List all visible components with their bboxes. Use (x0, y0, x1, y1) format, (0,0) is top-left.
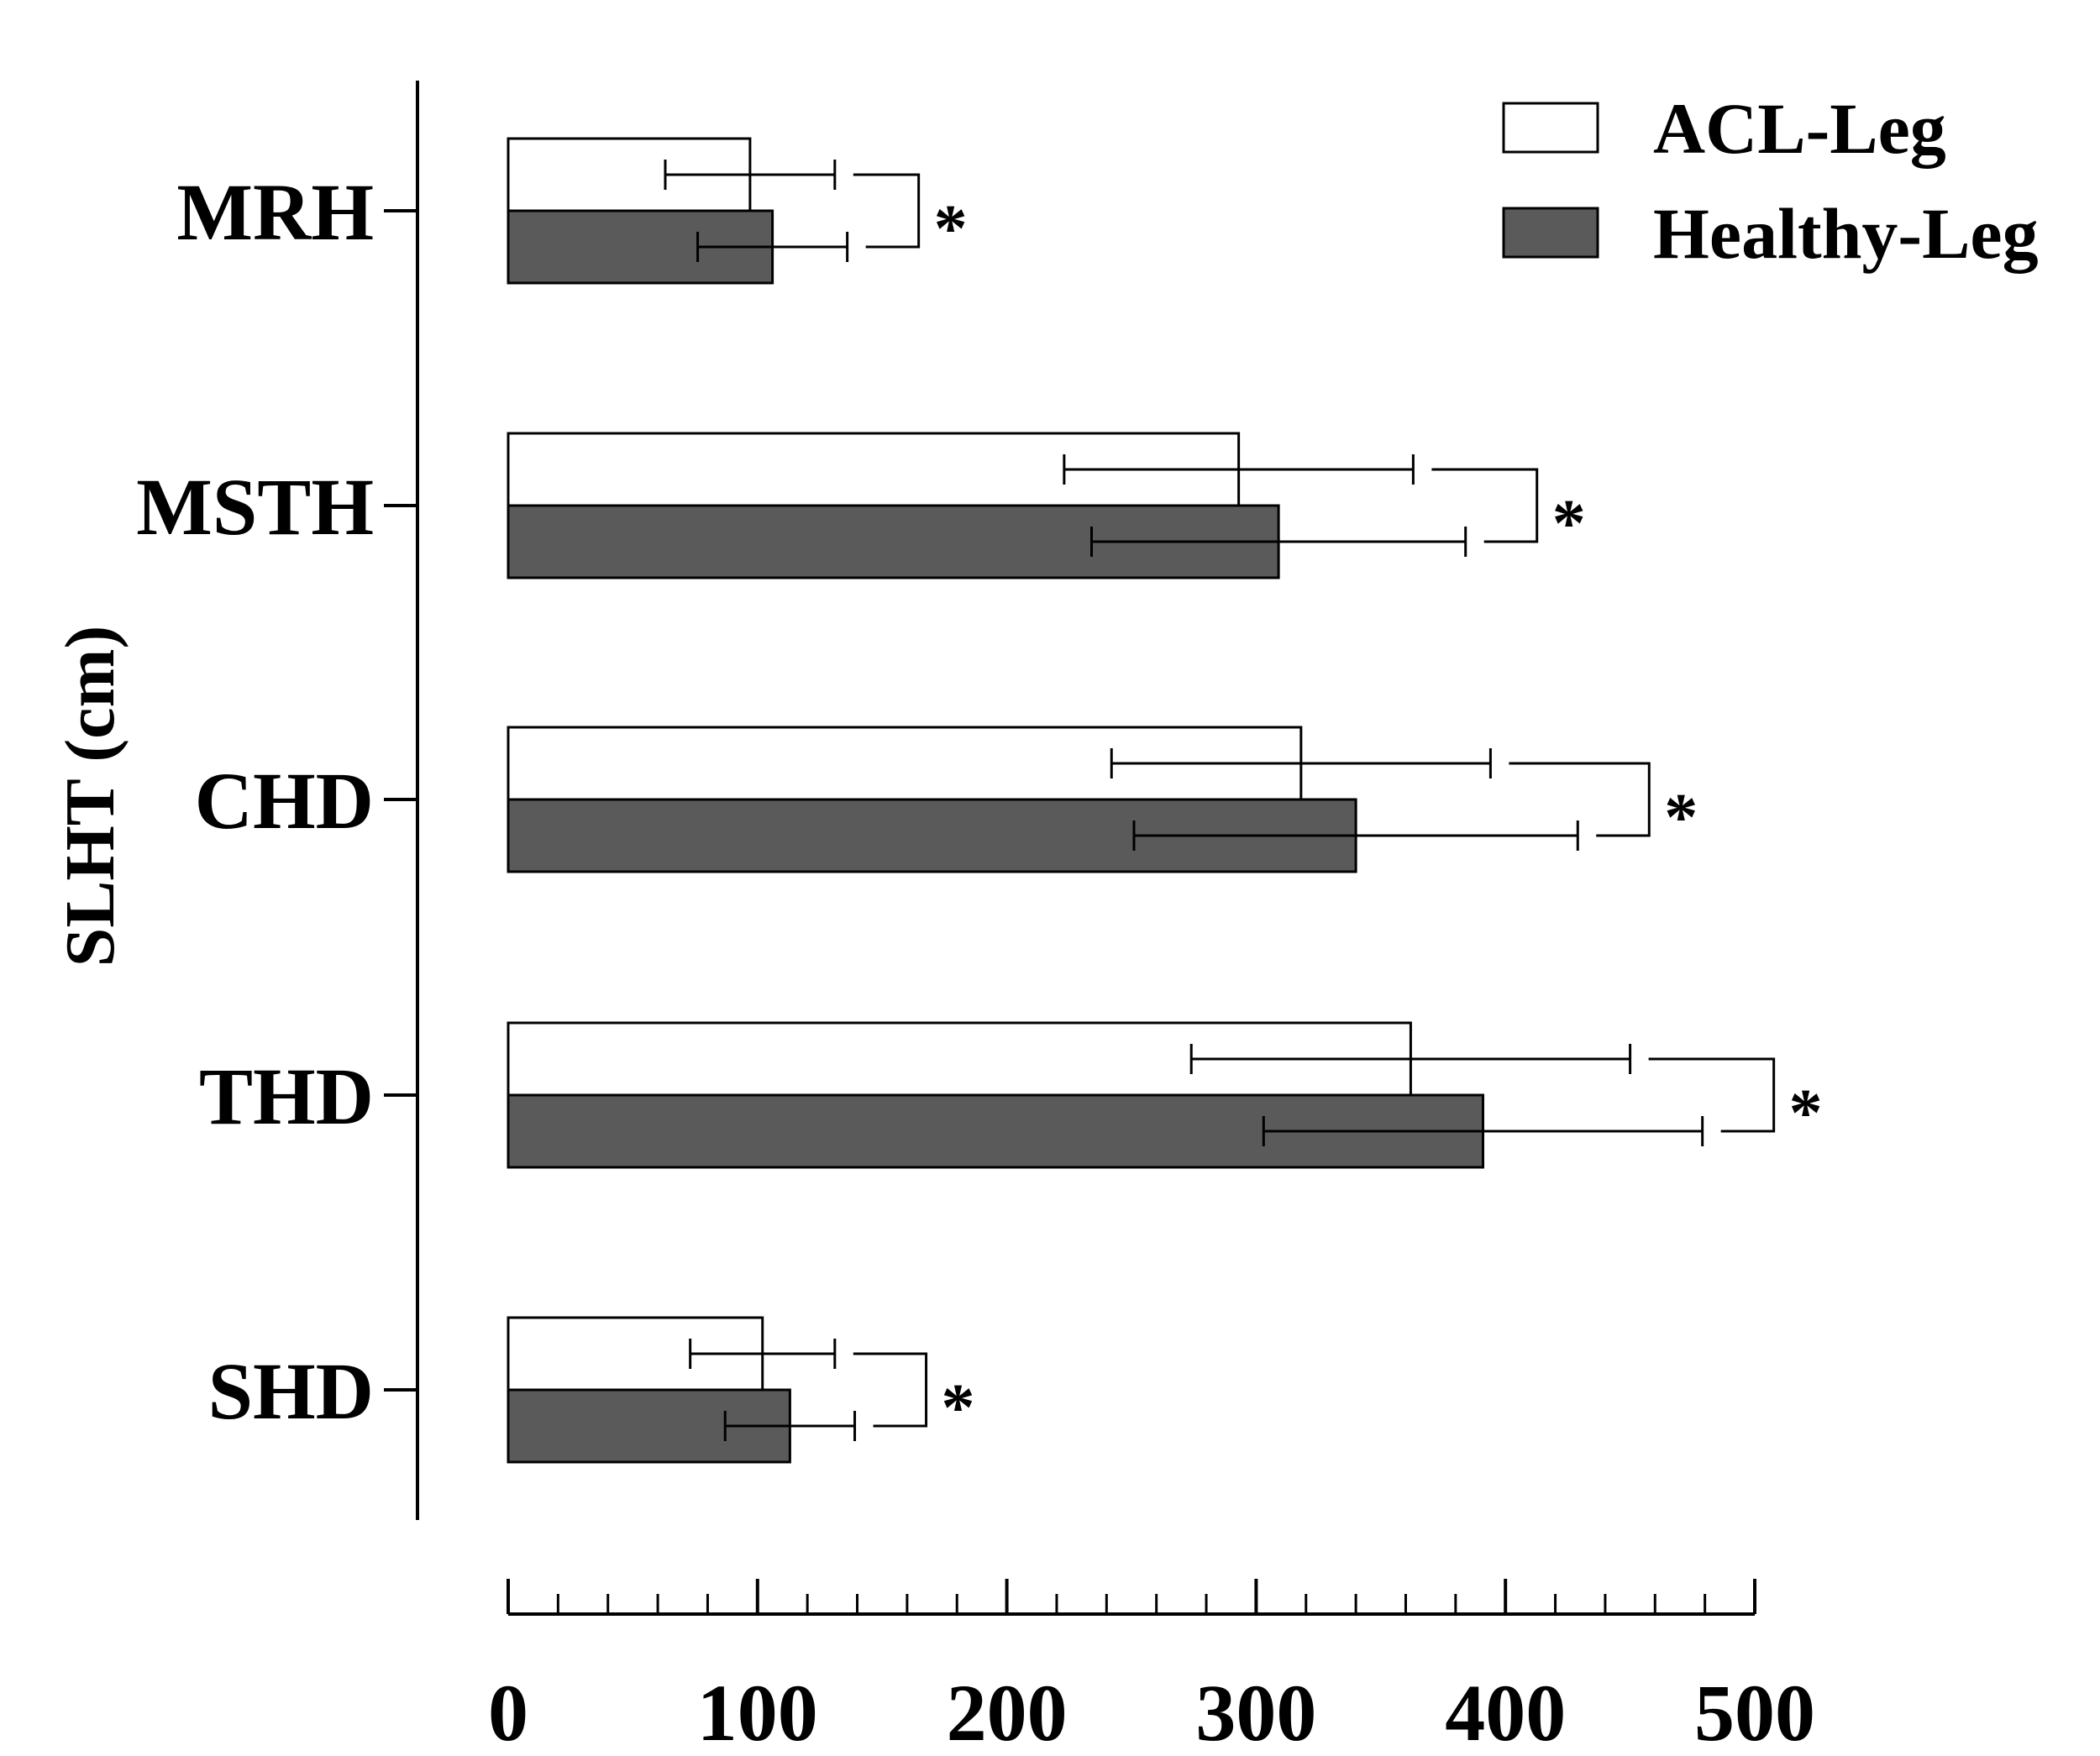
bars (507, 137, 1484, 1464)
significance-bracket (1509, 762, 1651, 837)
significance-bracket (1431, 468, 1539, 543)
category-label: MSTH (136, 462, 374, 552)
significance-bracket (853, 173, 921, 249)
x-tick-label: 200 (947, 1668, 1068, 1756)
significance-bracket (1648, 1057, 1776, 1133)
legend-swatch-healthy-leg (1502, 207, 1599, 259)
x-tick-label: 400 (1445, 1668, 1566, 1756)
y-axis-title: SLHT (cm) (51, 626, 129, 967)
significance-star: * (1664, 781, 1698, 855)
labels: 0 100 200 300 400 500 SLHT (cm) MRH MSTH CHD THD SH… (51, 167, 1815, 1756)
legend: ACL-Leg Healthy-Leg (1502, 88, 2039, 274)
x-tick-label: 500 (1694, 1668, 1815, 1756)
category-label: THD (199, 1051, 374, 1141)
significance-brackets: * * * * * (853, 173, 1823, 1445)
category-label: MRH (176, 167, 374, 257)
error-bars (664, 160, 1704, 1441)
legend-label: ACL-Leg (1653, 88, 1946, 169)
significance-star: * (1552, 487, 1586, 561)
category-label: CHD (195, 756, 374, 846)
x-tick-label: 300 (1195, 1668, 1316, 1756)
significance-star: * (942, 1371, 975, 1445)
x-tick-label: 0 (488, 1668, 528, 1756)
significance-star: * (1789, 1077, 1823, 1151)
legend-label: Healthy-Leg (1653, 193, 2039, 274)
category-label: SHD (208, 1346, 374, 1436)
significance-star: * (934, 192, 968, 266)
significance-bracket (853, 1352, 928, 1428)
x-tick-label: 100 (697, 1668, 818, 1756)
axes (384, 81, 1756, 1616)
legend-swatch-acl-leg (1502, 102, 1599, 154)
